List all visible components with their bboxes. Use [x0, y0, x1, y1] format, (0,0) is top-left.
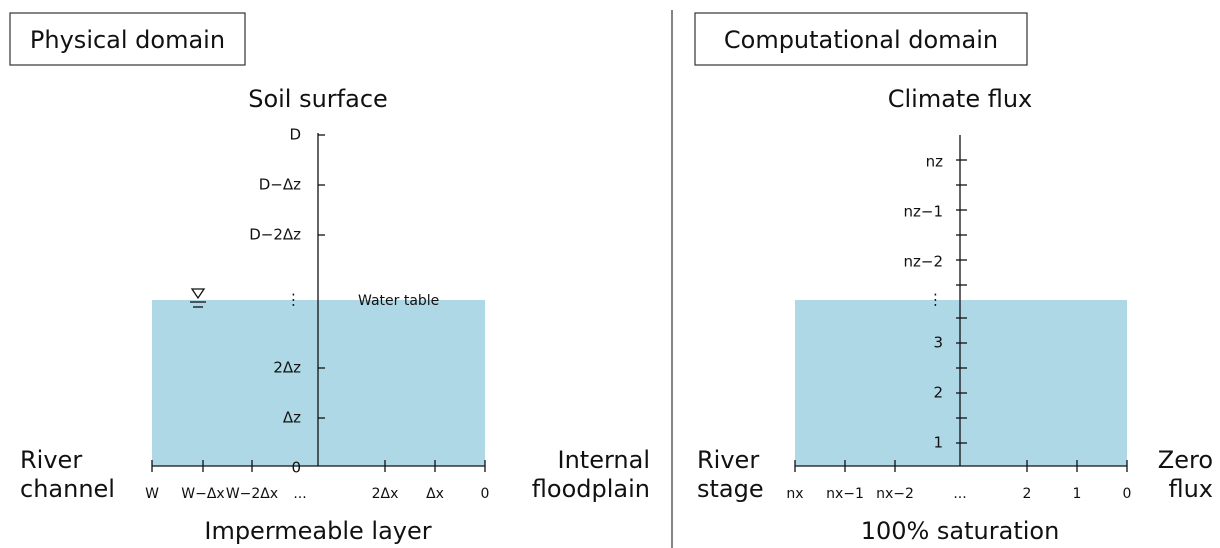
x-label: ...: [293, 486, 306, 502]
z-label: nz: [926, 153, 944, 171]
right-boundary: Internal: [558, 446, 651, 474]
z-label: 2: [933, 384, 943, 402]
x-label: nx: [786, 486, 803, 502]
left-boundary: channel: [20, 475, 115, 503]
z-label: Δz: [283, 409, 301, 427]
x-label: 2Δx: [372, 486, 399, 502]
panel-title: Computational domain: [724, 26, 998, 54]
x-label: 0: [1123, 486, 1132, 502]
left-boundary: River: [20, 446, 82, 474]
x-label: Δx: [426, 486, 444, 502]
x-label: nx−1: [826, 486, 864, 502]
right-boundary: Zero: [1158, 446, 1213, 474]
x-label: ...: [953, 486, 966, 502]
x-label: W−Δx: [181, 486, 224, 502]
right-boundary: floodplain: [532, 475, 650, 503]
z-label: 3: [933, 334, 943, 352]
title-box: [9, 12, 246, 66]
z-label: nz−1: [904, 203, 944, 221]
x-label: W: [145, 486, 159, 502]
water-table-label: Water table: [358, 293, 439, 309]
x-label: W−2Δx: [226, 486, 278, 502]
bottom-boundary: Impermeable layer: [204, 517, 431, 545]
z-label: D: [289, 126, 301, 144]
z-label: ⋮: [286, 291, 301, 309]
right-boundary: flux: [1168, 475, 1213, 503]
z-label: nz−2: [904, 253, 944, 271]
left-boundary: River: [697, 446, 759, 474]
z-label: 1: [933, 434, 943, 452]
z-label: D−2Δz: [249, 226, 301, 244]
x-label: 0: [481, 486, 490, 502]
top-boundary: Climate flux: [888, 85, 1033, 113]
bottom-boundary: 100% saturation: [861, 517, 1060, 545]
x-label: 2: [1023, 486, 1032, 502]
x-label: 1: [1073, 486, 1082, 502]
water-table-symbol: [190, 288, 206, 300]
z-label: 0: [291, 459, 301, 477]
x-label: nx−2: [876, 486, 914, 502]
left-boundary: stage: [697, 475, 764, 503]
saturated-zone: [795, 300, 1127, 466]
z-label: 2Δz: [273, 359, 301, 377]
panel-title: Physical domain: [30, 26, 225, 54]
title-box: [694, 12, 1028, 66]
z-label: D−Δz: [259, 176, 301, 194]
top-boundary: Soil surface: [248, 85, 388, 113]
z-label: ⋮: [928, 291, 943, 309]
